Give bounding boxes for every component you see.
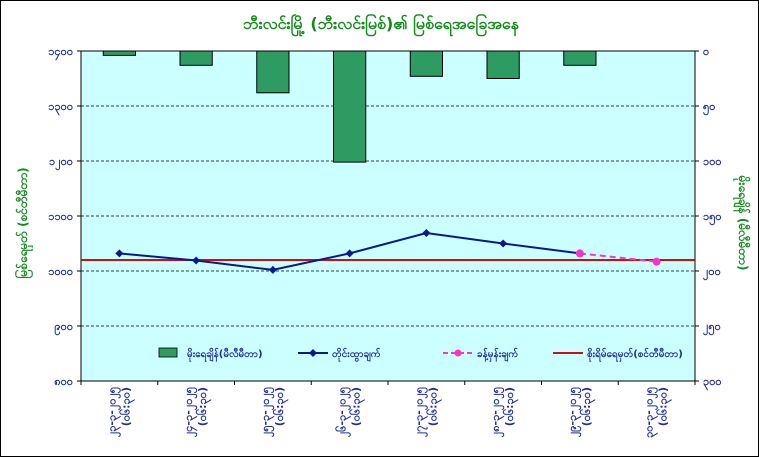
left-tick-label: ၈၀၀ xyxy=(54,375,73,388)
legend-label: တိုင်းထွာချက် xyxy=(332,347,381,363)
x-tick-label: ၂၇-၃-၂၀၂၅(၀၆:၃၀) xyxy=(412,386,442,437)
observed-point xyxy=(422,229,431,238)
legend-swatch-rain xyxy=(158,347,178,358)
left-tick-label: ၁၁၀၀ xyxy=(48,210,73,223)
left-tick-label: ၁၃၀၀ xyxy=(48,100,73,116)
observed-point xyxy=(192,256,201,265)
x-tick-label: ၂၆-၃-၂၀၂၅(၀၆:၃၀) xyxy=(336,386,366,437)
rain-bar xyxy=(179,50,213,66)
right-tick-label: ၁၀၀ xyxy=(703,155,722,168)
x-tick-label: ၃၀-၃-၂၀၂၅(၀၆:၃၀) xyxy=(643,386,673,438)
right-tick-label: ၂၀၀ xyxy=(703,265,721,281)
x-tick-label: ၂၅-၃-၂၀၂၅(၀၆:၃၀) xyxy=(259,386,289,437)
forecast-point xyxy=(575,249,584,258)
rain-bar xyxy=(486,50,520,79)
rain-bar xyxy=(409,50,443,77)
observed-point xyxy=(345,249,354,258)
right-tick-label: ၁၅၀ xyxy=(703,210,722,226)
right-tick-label: ၅၀ xyxy=(703,100,715,116)
left-tick-label: ၁၄၀၀ xyxy=(48,45,73,61)
x-ticks: ၂၃-၃-၂၀၂၅(၀၆:၃၀) ၂၄-၃-၂၀၂၅(၀၆:၃၀) ၂၅-၃-၂၀၂… xyxy=(80,381,696,438)
legend: မိုးရေချိန်(မီလီမီတာ) တိုင်းထွာချက် ခန့်မှ… xyxy=(158,347,683,363)
legend-label: ခန့်မှန်းချက် xyxy=(477,347,518,363)
legend-label: မိုးရေချိန်(မီလီမီတာ) xyxy=(187,347,263,363)
right-tick-label: ၀ xyxy=(703,45,709,58)
left-axis-title: မြစ်ရေမှတ် (စင်တီမီတာ) xyxy=(13,167,34,278)
left-tick-label: ၁၀၀၀ xyxy=(48,265,73,278)
right-tick-label: ၃၀၀ xyxy=(703,375,722,391)
observed-point xyxy=(115,249,124,258)
x-tick-label: ၂၈-၃-၂၀၂၅(၀၆:၃၀) xyxy=(489,386,519,437)
forecast-point xyxy=(652,257,661,266)
observed-point xyxy=(268,265,277,274)
left-ticks: ၈၀၀ ၉၀၀ ၁၀၀၀ ၁၁၀၀ ၁၂၀၀ ၁၃၀၀ ၁၄၀၀ xyxy=(48,45,81,388)
rain-bar xyxy=(563,50,597,66)
observed-point xyxy=(499,239,508,248)
forecast-line xyxy=(575,249,661,266)
rain-bar xyxy=(256,50,290,94)
rain-bar xyxy=(333,50,367,163)
rain-bars xyxy=(102,50,597,163)
gridlines xyxy=(81,105,695,327)
left-tick-label: ၁၂၀၀ xyxy=(49,155,73,171)
right-axis-title: မိုးရေချိန် (မီလီမီတာ) xyxy=(732,175,752,271)
forecast-line-path xyxy=(579,252,657,263)
left-tick-label: ၉၀၀ xyxy=(54,320,73,336)
x-tick-label: ၂၃-၃-၂၀၂၅(၀၆:၃၀) xyxy=(105,386,135,437)
x-tick-label: ၂၄-၃-၂၀၂၅(၀၆:၃၀) xyxy=(182,386,212,437)
chart-title: ဘီးလင်းမြို့ (ဘီးလင်းမြစ်)၏ မြစ်ရေအခြေအန… xyxy=(243,13,519,37)
legend-marker-forecast xyxy=(454,349,462,357)
legend-marker-observed xyxy=(309,349,317,357)
rain-bar xyxy=(102,50,136,56)
right-tick-label: ၂၅၀ xyxy=(703,320,721,336)
x-tick-label: ၂၉-၃-၂၀၂၅(၀၆:၃၀) xyxy=(566,386,596,437)
legend-label: စိုးရိမ်ရေမှတ်(စင်တီမီတာ) xyxy=(587,347,683,363)
